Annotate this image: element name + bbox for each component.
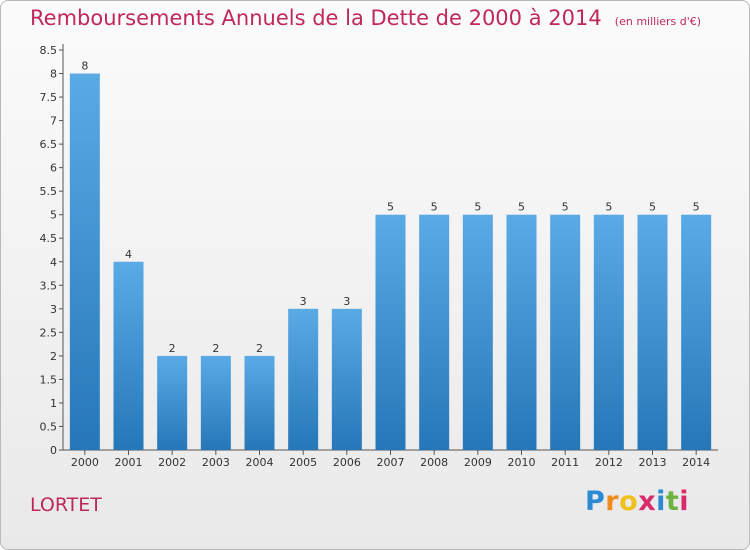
bar xyxy=(200,355,231,450)
x-tick-label: 2011 xyxy=(551,456,579,469)
x-tick-label: 2006 xyxy=(333,456,361,469)
y-tick-label: 6.5 xyxy=(40,138,58,151)
y-tick-label: 7.5 xyxy=(40,91,58,104)
y-tick-label: 6 xyxy=(50,162,57,175)
y-tick-label: 8.5 xyxy=(40,44,58,57)
y-tick-label: 7 xyxy=(50,115,57,128)
data-label: 5 xyxy=(474,201,481,214)
x-tick-label: 2002 xyxy=(158,456,186,469)
commune-name: LORTET xyxy=(30,494,102,516)
logo-letter: r xyxy=(605,486,620,517)
data-label: 5 xyxy=(649,201,656,214)
bar xyxy=(419,214,450,450)
x-tick-label: 2008 xyxy=(420,456,448,469)
y-tick-label: 5 xyxy=(50,209,57,222)
bar xyxy=(331,308,362,450)
bar xyxy=(244,355,275,450)
data-label: 5 xyxy=(562,201,569,214)
y-tick-label: 2 xyxy=(50,350,57,363)
y-tick-label: 3.5 xyxy=(40,279,58,292)
y-tick-label: 2.5 xyxy=(40,326,58,339)
data-label: 4 xyxy=(125,248,132,261)
y-tick-label: 4 xyxy=(50,256,57,269)
data-label: 5 xyxy=(431,201,438,214)
bar xyxy=(593,214,624,450)
data-label: 8 xyxy=(81,60,88,73)
title-text: Remboursements Annuels de la Dette de 20… xyxy=(30,6,602,30)
x-tick-label: 2014 xyxy=(682,456,710,469)
logo-letter: i xyxy=(656,486,666,517)
bar xyxy=(506,214,537,450)
data-label: 5 xyxy=(387,201,394,214)
chart-title: Remboursements Annuels de la Dette de 20… xyxy=(30,6,701,30)
y-tick-label: 0 xyxy=(50,444,57,457)
data-label: 3 xyxy=(343,295,350,308)
proxiti-logo: Proxiti xyxy=(585,486,689,517)
y-tick-label: 0.5 xyxy=(40,420,58,433)
x-tick-label: 2005 xyxy=(289,456,317,469)
x-tick-label: 2000 xyxy=(71,456,99,469)
y-tick-label: 8 xyxy=(50,68,57,81)
y-tick-label: 5.5 xyxy=(40,185,58,198)
bar xyxy=(637,214,668,450)
logo-letter: i xyxy=(679,486,690,517)
logo-letter: x xyxy=(638,486,657,517)
logo-letter: o xyxy=(619,486,639,517)
data-label: 2 xyxy=(169,342,176,355)
data-label: 3 xyxy=(300,295,307,308)
x-tick-label: 2013 xyxy=(639,456,667,469)
y-tick-label: 4.5 xyxy=(40,232,58,245)
x-tick-label: 2010 xyxy=(508,456,536,469)
y-tick-label: 1 xyxy=(50,397,57,410)
x-tick-label: 2003 xyxy=(202,456,230,469)
logo-letter: P xyxy=(585,486,606,517)
data-label: 5 xyxy=(693,201,700,214)
bar xyxy=(113,261,144,450)
x-tick-label: 2012 xyxy=(595,456,623,469)
x-tick-label: 2001 xyxy=(115,456,143,469)
bar xyxy=(69,73,100,450)
bar xyxy=(157,355,188,450)
bar xyxy=(462,214,493,450)
x-tick-label: 2007 xyxy=(377,456,405,469)
bar xyxy=(681,214,712,450)
data-label: 5 xyxy=(605,201,612,214)
x-tick-label: 2009 xyxy=(464,456,492,469)
unit-label: (en milliers d'€) xyxy=(614,15,702,28)
data-label: 2 xyxy=(256,342,263,355)
data-label: 5 xyxy=(518,201,525,214)
y-tick-label: 1.5 xyxy=(40,373,58,386)
bar xyxy=(550,214,581,450)
y-tick-label: 3 xyxy=(50,303,57,316)
bar xyxy=(375,214,406,450)
data-label: 2 xyxy=(212,342,219,355)
logo-letter: t xyxy=(665,486,680,517)
bar xyxy=(288,308,319,450)
x-tick-label: 2004 xyxy=(246,456,274,469)
